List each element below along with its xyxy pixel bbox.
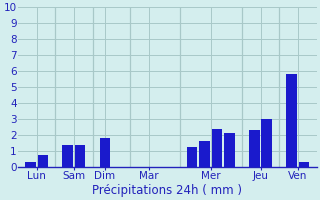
Bar xyxy=(25,162,36,167)
Bar xyxy=(37,155,48,167)
Bar xyxy=(261,119,272,167)
Bar xyxy=(75,145,85,167)
Bar xyxy=(224,133,235,167)
Bar xyxy=(100,138,110,167)
Bar xyxy=(212,129,222,167)
Bar xyxy=(199,141,210,167)
Bar xyxy=(249,130,260,167)
X-axis label: Précipitations 24h ( mm ): Précipitations 24h ( mm ) xyxy=(92,184,242,197)
Bar xyxy=(299,162,309,167)
Bar xyxy=(62,145,73,167)
Bar xyxy=(187,147,197,167)
Bar xyxy=(286,74,297,167)
